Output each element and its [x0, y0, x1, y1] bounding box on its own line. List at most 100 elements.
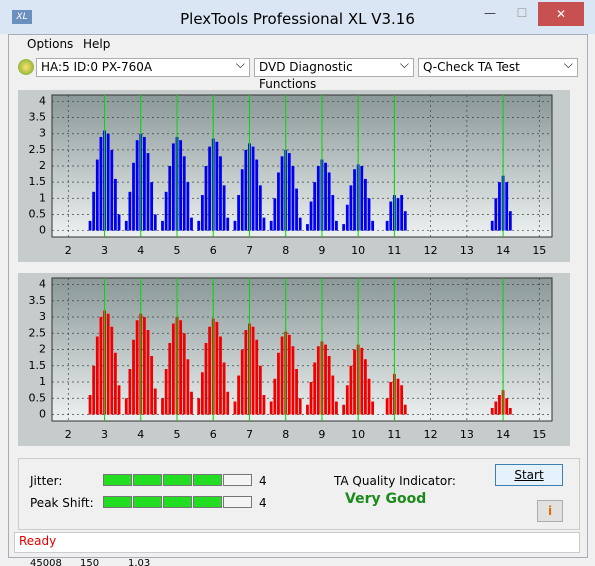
bar — [186, 359, 190, 415]
x-tick-label: 5 — [174, 428, 181, 441]
bar — [403, 211, 407, 231]
bar — [110, 149, 114, 231]
drive-select[interactable]: HA:5 ID:0 PX-760A — [36, 56, 250, 77]
bar — [197, 398, 201, 415]
bar — [142, 317, 146, 415]
test-select[interactable]: Q-Check TA Test — [418, 56, 578, 77]
bar — [331, 375, 335, 415]
x-tick-label: 13 — [460, 428, 474, 441]
start-button[interactable]: Start — [495, 464, 563, 486]
y-tick-label: 3.5 — [29, 294, 47, 307]
bar — [353, 169, 356, 231]
y-tick-label: 3 — [39, 127, 46, 140]
x-tick-label: 12 — [424, 244, 438, 257]
x-tick-label: 15 — [532, 428, 546, 441]
bar — [200, 195, 204, 231]
bar — [208, 326, 212, 415]
bar — [132, 339, 135, 415]
x-tick-label: 8 — [282, 244, 289, 257]
x-tick-label: 8 — [282, 428, 289, 441]
bar — [226, 217, 230, 231]
bar — [182, 333, 186, 415]
bar — [233, 220, 237, 231]
indicator-segment — [193, 474, 222, 486]
bar — [498, 182, 501, 231]
bar — [190, 391, 193, 415]
bar — [403, 404, 407, 415]
bar — [164, 191, 168, 231]
bar — [313, 182, 317, 231]
bar — [179, 320, 183, 415]
y-tick-label: 2 — [39, 159, 46, 172]
menu-item[interactable]: Help — [83, 37, 111, 51]
y-tick-label: 0.5 — [29, 207, 47, 220]
bar — [88, 220, 92, 231]
bar — [146, 330, 150, 415]
drive-icon — [18, 59, 34, 75]
bar — [106, 133, 110, 231]
bar — [360, 347, 364, 415]
bar — [498, 395, 501, 415]
y-tick-label: 2 — [39, 343, 46, 356]
indicator-segment — [133, 496, 162, 508]
close-button[interactable]: ✕ — [538, 2, 584, 26]
bar — [153, 214, 157, 231]
indicator-segment — [103, 496, 132, 508]
bar — [168, 166, 172, 231]
bar — [508, 211, 512, 231]
bar — [349, 185, 353, 231]
bar — [99, 136, 103, 231]
y-tick-label: 2.5 — [29, 143, 47, 156]
bar — [505, 398, 509, 415]
bar — [396, 378, 400, 415]
bar — [490, 408, 494, 415]
x-tick-label: 3 — [101, 244, 108, 257]
bar — [494, 198, 498, 231]
x-tick-label: 11 — [387, 244, 401, 257]
bar — [508, 408, 512, 415]
bar — [331, 195, 335, 231]
y-tick-label: 0.5 — [29, 391, 47, 404]
bar — [316, 166, 320, 231]
bar — [273, 198, 277, 231]
indicator-value: 4 — [259, 474, 267, 488]
bar — [215, 321, 219, 415]
bar — [128, 191, 132, 231]
bar — [349, 365, 353, 415]
y-tick-label: 0 — [39, 224, 46, 237]
bar — [400, 195, 404, 231]
bar — [168, 343, 172, 415]
indicator-segment — [193, 496, 222, 508]
bar — [240, 169, 244, 231]
bar — [371, 401, 375, 415]
x-tick-label: 6 — [210, 428, 217, 441]
bar — [88, 395, 92, 415]
minimize-button[interactable]: — — [484, 6, 496, 20]
bar — [258, 365, 262, 415]
function-select[interactable]: DVD Diagnostic Functions — [254, 56, 414, 91]
bar — [179, 140, 183, 231]
bar — [255, 159, 259, 231]
bar — [95, 336, 99, 415]
bar — [364, 359, 367, 415]
y-tick-label: 4 — [39, 278, 46, 291]
bar — [280, 156, 284, 231]
bar — [309, 382, 313, 415]
x-tick-label: 9 — [318, 244, 325, 257]
bar — [237, 375, 240, 415]
bar — [345, 385, 349, 415]
bar — [327, 356, 331, 415]
bar — [262, 395, 266, 415]
bar — [161, 220, 164, 231]
x-tick-label: 15 — [532, 244, 546, 257]
bar — [273, 378, 277, 415]
indicator-value: 4 — [259, 496, 267, 510]
bar — [171, 143, 175, 231]
info-button[interactable]: i — [537, 500, 563, 522]
bar — [95, 159, 99, 231]
indicator-segment — [163, 474, 192, 486]
bar — [117, 385, 121, 415]
menu-item[interactable]: Options — [27, 37, 74, 51]
bar — [295, 369, 298, 415]
maximize-button[interactable]: ☐ — [516, 6, 528, 20]
